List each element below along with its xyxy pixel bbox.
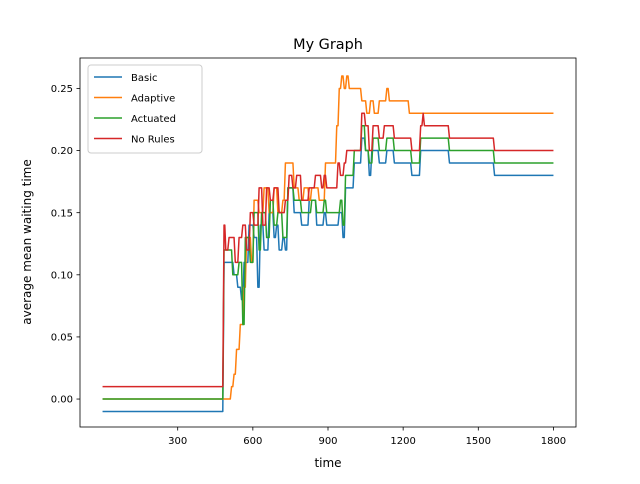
x-tick-label: 900	[318, 436, 337, 447]
y-tick-label: 0.05	[51, 333, 73, 344]
y-tick-label: 0.25	[51, 84, 73, 95]
legend-label-0: Basic	[131, 73, 157, 84]
series-line-3	[102, 112, 554, 388]
x-tick-label: 300	[168, 436, 187, 447]
y-tick-label: 0.10	[51, 270, 73, 281]
series-line-2	[102, 124, 554, 400]
legend: Basic Adaptive Actuated No Rules	[87, 64, 203, 154]
plot-frame	[79, 57, 577, 428]
ticks-layer: 300 600 900 1200 1500 1800 0.00 0.05 0.10 0.15 0.2…	[51, 84, 566, 447]
legend-label-3: No Rules	[131, 134, 175, 145]
series-line-0	[102, 137, 554, 413]
chart-title: My Graph	[293, 37, 363, 53]
x-axis-label: time	[314, 456, 341, 470]
x-tick-label: 1200	[390, 436, 415, 447]
legend-label-1: Adaptive	[131, 93, 175, 104]
y-tick-label: 0.00	[51, 395, 73, 406]
y-axis-label: average mean waiting time	[20, 159, 34, 324]
legend-label-2: Actuated	[131, 114, 176, 125]
x-tick-label: 1800	[541, 436, 566, 447]
y-tick-label: 0.15	[51, 208, 73, 219]
x-tick-label: 1500	[466, 436, 491, 447]
legend-box	[87, 64, 203, 154]
y-tick-label: 0.20	[51, 146, 73, 157]
x-tick-label: 600	[243, 436, 262, 447]
series-layer	[102, 75, 554, 413]
